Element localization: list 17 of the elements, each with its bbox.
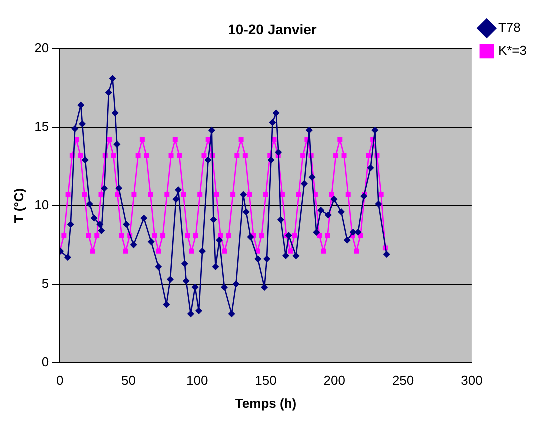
x-tick-label: 200 [324,373,346,388]
y-tick-label: 15 [34,118,50,134]
y-tick-label: 20 [34,40,50,56]
legend-label: T78 [498,20,521,36]
x-tick-label: 150 [255,373,277,388]
y-tick-label: 0 [42,354,50,370]
x-axis-title: Temps (h) [235,396,297,411]
y-axis-title: T (°C) [11,188,26,224]
x-tick-label: 250 [392,373,414,388]
y-tick-label: 10 [34,197,50,212]
x-tick-label: 300 [461,373,483,388]
chart-title: 10-20 Janvier [228,21,318,38]
x-tick-label: 100 [186,373,208,388]
y-tick-label: 5 [42,276,50,291]
x-tick-label: 0 [56,373,64,388]
legend-label: K*=3 [498,43,528,58]
x-tick-label: 50 [121,373,136,388]
